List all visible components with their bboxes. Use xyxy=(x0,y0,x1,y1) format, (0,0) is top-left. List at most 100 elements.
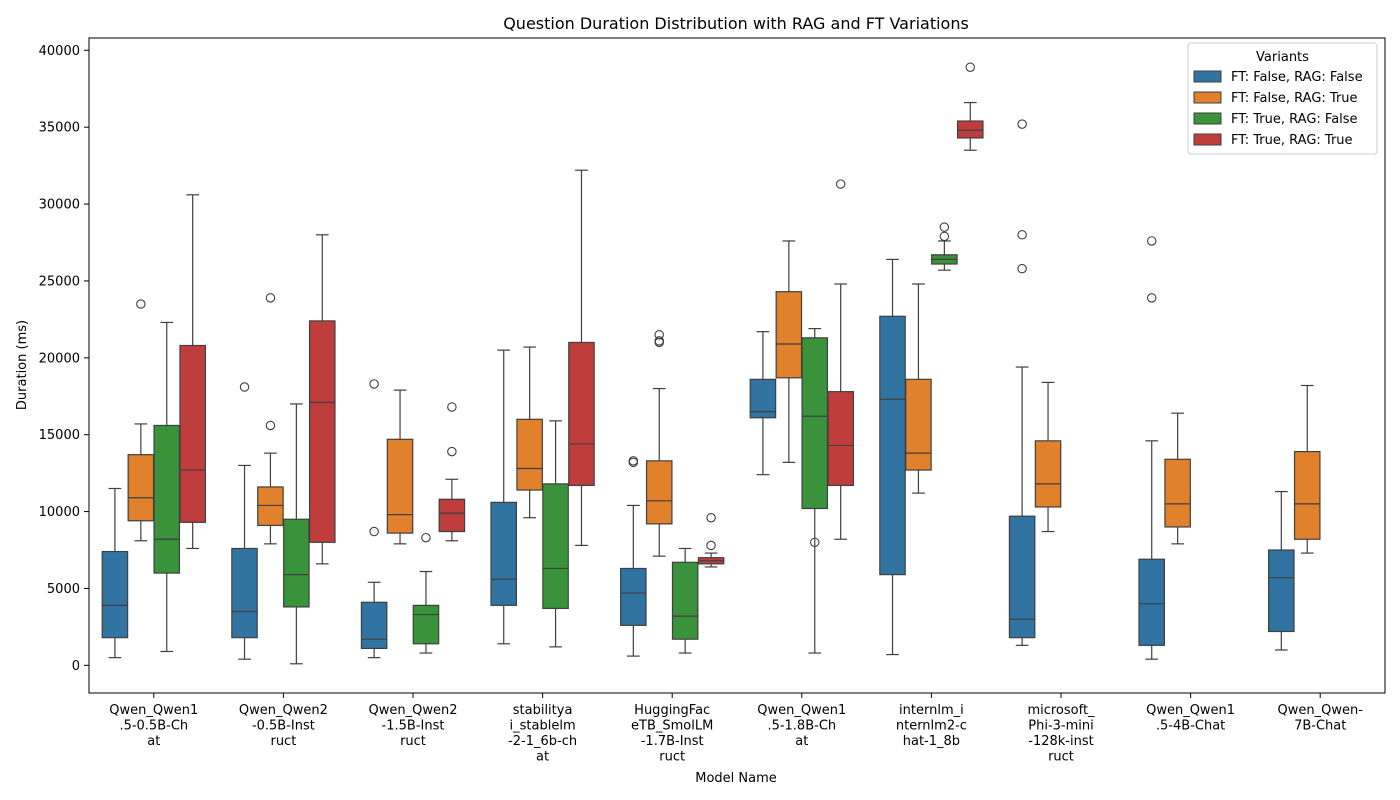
box xyxy=(1164,458,1191,528)
y-tick-label: 35000 xyxy=(39,121,80,136)
box xyxy=(542,483,569,610)
box-group xyxy=(671,547,699,654)
x-tick-label: Qwen_Qwen1.5-4B-Chat xyxy=(1146,703,1235,734)
box-group xyxy=(1008,119,1036,646)
plot-area xyxy=(88,37,1386,694)
legend-swatch xyxy=(1193,70,1222,83)
plot-frame xyxy=(88,37,1386,694)
y-tick-label: 15000 xyxy=(39,428,80,443)
outlier-point xyxy=(136,299,146,309)
x-tick-label: internlm_i nternlm2-c hat-1_8b xyxy=(896,703,967,749)
box-group xyxy=(775,240,803,463)
outlier-point xyxy=(965,62,976,72)
box xyxy=(775,291,803,379)
box-group xyxy=(412,532,440,654)
box-group xyxy=(438,402,466,542)
box-group xyxy=(1034,381,1062,533)
box-group xyxy=(153,321,181,653)
box-group xyxy=(801,327,829,654)
y-tick-label: 40000 xyxy=(39,44,80,59)
x-axis-label: Model Name xyxy=(695,771,777,786)
outlier-point xyxy=(810,537,820,548)
box-group xyxy=(1164,412,1191,545)
legend-label: FT: False, RAG: False xyxy=(1231,70,1363,85)
x-tick-label: Qwen_Qwen-7B-Chat xyxy=(1277,703,1363,734)
outlier-point xyxy=(421,532,431,543)
box xyxy=(827,391,854,487)
box xyxy=(1293,451,1321,540)
outlier-point xyxy=(239,382,250,392)
y-tick-label: 25000 xyxy=(39,274,80,289)
box-group xyxy=(879,258,906,656)
box xyxy=(1008,515,1036,639)
legend: Variants FT: False, RAG: False FT: False, … xyxy=(1187,42,1378,155)
outlier-point xyxy=(447,446,457,457)
box-group xyxy=(257,293,284,545)
box xyxy=(645,460,673,525)
legend-label: FT: False, RAG: True xyxy=(1231,91,1358,106)
box xyxy=(671,561,699,640)
legend-swatch xyxy=(1193,112,1222,125)
outlier-point xyxy=(654,336,664,346)
outlier-point xyxy=(654,329,664,340)
outlier-point xyxy=(1017,230,1027,240)
box-group xyxy=(308,234,336,565)
box xyxy=(620,567,647,626)
box xyxy=(905,378,932,471)
outlier-point xyxy=(706,512,716,523)
legend-box xyxy=(1187,42,1378,155)
box xyxy=(257,486,284,527)
box xyxy=(1268,549,1295,633)
box-group xyxy=(127,299,155,542)
box xyxy=(516,418,543,491)
box xyxy=(308,320,336,543)
outlier-point xyxy=(1146,236,1157,246)
chart-title: Question Duration Distribution with RAG … xyxy=(503,14,969,33)
x-axis: Qwen_Qwen1.5-0.5B-Ch at Qwen_Qwen2 -0.5B-In… xyxy=(109,693,1363,765)
box-group xyxy=(1293,384,1321,554)
legend-swatch xyxy=(1193,133,1222,146)
x-tick-label: Qwen_Qwen1.5-1.8B-Ch at xyxy=(757,703,846,749)
x-tick-label: HuggingFac eTB_SmolLM -1.7B-Inst ruct xyxy=(631,703,713,765)
box xyxy=(153,424,181,574)
box-group xyxy=(179,194,206,550)
outlier-point xyxy=(835,179,846,189)
outlier-point xyxy=(939,231,950,242)
x-tick-label: stabilitya i_stablelm -2-1_6b-ch at xyxy=(508,703,577,765)
box xyxy=(231,547,258,639)
box xyxy=(360,601,388,650)
box-group xyxy=(231,382,258,660)
y-axis-label: Duration (ms) xyxy=(15,320,30,410)
legend-label: FT: True, RAG: True xyxy=(1231,133,1353,148)
box xyxy=(1138,558,1166,646)
box xyxy=(1034,440,1062,508)
outlier-point xyxy=(265,293,276,303)
box-group xyxy=(360,379,388,659)
box-group xyxy=(956,62,984,151)
legend-swatch xyxy=(1193,91,1222,104)
box-group xyxy=(1268,490,1295,651)
outlier-point xyxy=(1017,263,1027,274)
box xyxy=(801,337,829,510)
box xyxy=(568,341,595,487)
x-tick-label: Qwen_Qwen1.5-0.5B-Ch at xyxy=(109,703,198,749)
box xyxy=(127,454,155,522)
box-group xyxy=(568,169,595,546)
y-tick-label: 0 xyxy=(72,659,80,674)
box xyxy=(412,604,440,645)
legend-title: Variants xyxy=(1256,50,1309,65)
box-group xyxy=(101,487,129,659)
box-group xyxy=(283,403,310,665)
legend-label: FT: True, RAG: False xyxy=(1231,112,1358,127)
y-tick-label: 5000 xyxy=(47,582,80,597)
box-group xyxy=(697,512,725,568)
box-group xyxy=(386,389,414,545)
outlier-point xyxy=(265,420,276,431)
box-group xyxy=(516,346,543,519)
box xyxy=(956,120,984,139)
outlier-point xyxy=(369,526,379,537)
y-tick-label: 10000 xyxy=(39,505,80,520)
box xyxy=(101,550,129,639)
y-tick-label: 30000 xyxy=(39,198,80,213)
